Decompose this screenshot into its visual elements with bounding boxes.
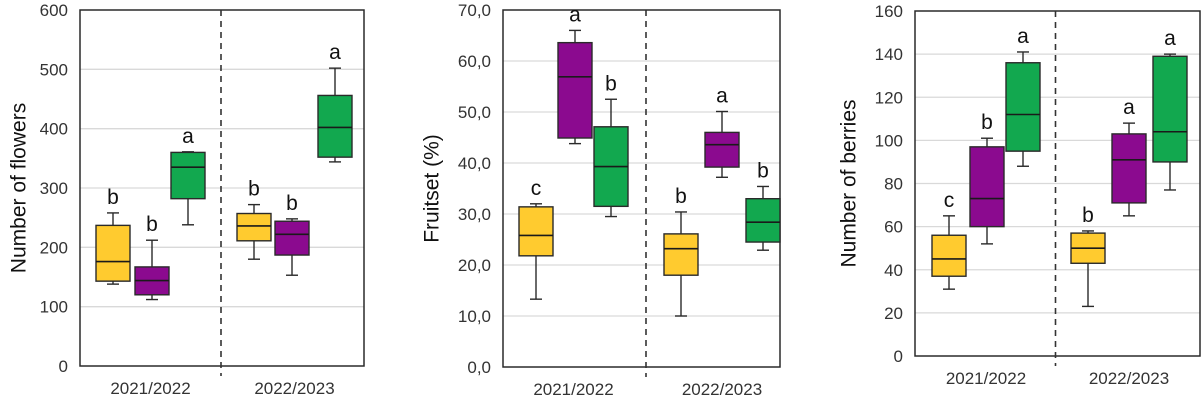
significance-letter: a (1164, 27, 1176, 50)
iqr-box (745, 197, 781, 243)
y-tick-label: 40 (884, 261, 903, 280)
significance-letter: c (944, 189, 955, 212)
y-tick-label: 0 (894, 347, 903, 366)
iqr-box (1152, 55, 1188, 163)
plot-frame (79, 9, 365, 367)
boxplot-box: b (745, 159, 781, 251)
chart-panel-2: 0,0 10,0 20,0 30,0 40,0 50,0 60,0 70,0 Fruitset … (421, 1, 781, 399)
significance-letter: c (531, 177, 542, 200)
plot-frame (914, 10, 1201, 357)
y-tick-label: 160 (875, 2, 903, 21)
y-tick-label: 10,0 (458, 307, 491, 326)
y-tick-label: 0 (59, 357, 68, 376)
iqr-box (518, 206, 554, 257)
x-category-label: 2021/2022 (533, 380, 613, 399)
significance-letter: a (569, 3, 581, 26)
y-tick-label: 500 (40, 60, 68, 79)
significance-letter: b (757, 159, 769, 182)
boxplot-box: c (931, 189, 967, 290)
y-tick-label: 50,0 (458, 103, 491, 122)
boxplot-box: a (704, 84, 740, 178)
significance-letter: a (1123, 96, 1135, 119)
y-tick-label: 60 (884, 218, 903, 237)
y-tick-label: 140 (875, 45, 903, 64)
boxplot-box: b (969, 111, 1005, 245)
y-tick-label: 60,0 (458, 52, 491, 71)
x-category-label: 2022/2023 (682, 380, 762, 399)
significance-letter: b (675, 185, 687, 208)
y-tick-label: 200 (40, 238, 68, 257)
y-axis-title: Number of berries (838, 99, 861, 267)
boxplot-box: a (1152, 27, 1188, 191)
y-tick-label: 100 (875, 131, 903, 150)
boxplot-box: a (170, 125, 206, 226)
y-tick-label: 20,0 (458, 256, 491, 275)
boxplot-box: b (274, 192, 310, 276)
significance-letter: b (605, 72, 617, 95)
x-category-label: 2022/2023 (1089, 369, 1169, 388)
boxplot-box: a (1111, 96, 1147, 217)
iqr-box (317, 94, 353, 158)
y-tick-label: 20 (884, 304, 903, 323)
significance-letter: b (286, 192, 298, 215)
boxplot-box: b (95, 186, 131, 285)
y-tick-label: 400 (40, 120, 68, 139)
y-tick-label: 600 (40, 1, 68, 20)
iqr-box (704, 131, 740, 168)
boxplot-box: a (557, 3, 593, 145)
x-category-label: 2021/2022 (110, 379, 190, 398)
iqr-box (236, 212, 272, 242)
chart-panel-3: 0 20 40 60 80 100 120 140 160 Number of berries 20… (838, 2, 1201, 388)
significance-letter: b (1082, 204, 1094, 227)
iqr-box (557, 41, 593, 139)
iqr-box (170, 151, 206, 200)
y-tick-label: 70,0 (458, 1, 491, 20)
iqr-box (1005, 62, 1041, 152)
boxplot-box: b (134, 213, 170, 301)
boxplot-box: c (518, 177, 554, 300)
significance-letter: a (329, 41, 341, 64)
iqr-box (931, 234, 967, 277)
boxplot-box: a (317, 41, 353, 163)
plot-frame (502, 9, 781, 368)
y-tick-label: 120 (875, 88, 903, 107)
y-tick-label: 30,0 (458, 205, 491, 224)
chart-panel-1: 0 100 200 300 400 500 600 Number of flowers 2021… (8, 1, 365, 398)
iqr-box (274, 220, 310, 256)
y-tick-label: 0,0 (467, 358, 491, 377)
boxplot-box: b (1070, 204, 1106, 308)
y-tick-label: 100 (40, 298, 68, 317)
x-category-label: 2021/2022 (946, 369, 1026, 388)
boxplot-box: b (236, 178, 272, 260)
significance-letter: b (248, 178, 260, 201)
y-tick-label: 80 (884, 175, 903, 194)
iqr-box (95, 224, 131, 282)
significance-letter: a (1017, 25, 1029, 48)
significance-letter: a (716, 84, 728, 107)
significance-letter: b (981, 111, 993, 134)
x-category-label: 2022/2023 (254, 379, 334, 398)
significance-letter: b (146, 213, 158, 236)
iqr-box (969, 146, 1005, 228)
iqr-box (663, 233, 699, 276)
boxplot-box: b (663, 185, 699, 317)
significance-letter: b (107, 186, 119, 209)
y-axis-title: Number of flowers (8, 103, 31, 273)
y-tick-label: 300 (40, 179, 68, 198)
y-tick-label: 40,0 (458, 154, 491, 173)
significance-letter: a (182, 125, 194, 148)
iqr-box (1111, 133, 1147, 204)
boxplot-box: b (593, 72, 629, 218)
boxplot-box: a (1005, 25, 1041, 167)
y-axis-title: Fruitset (%) (421, 134, 444, 243)
